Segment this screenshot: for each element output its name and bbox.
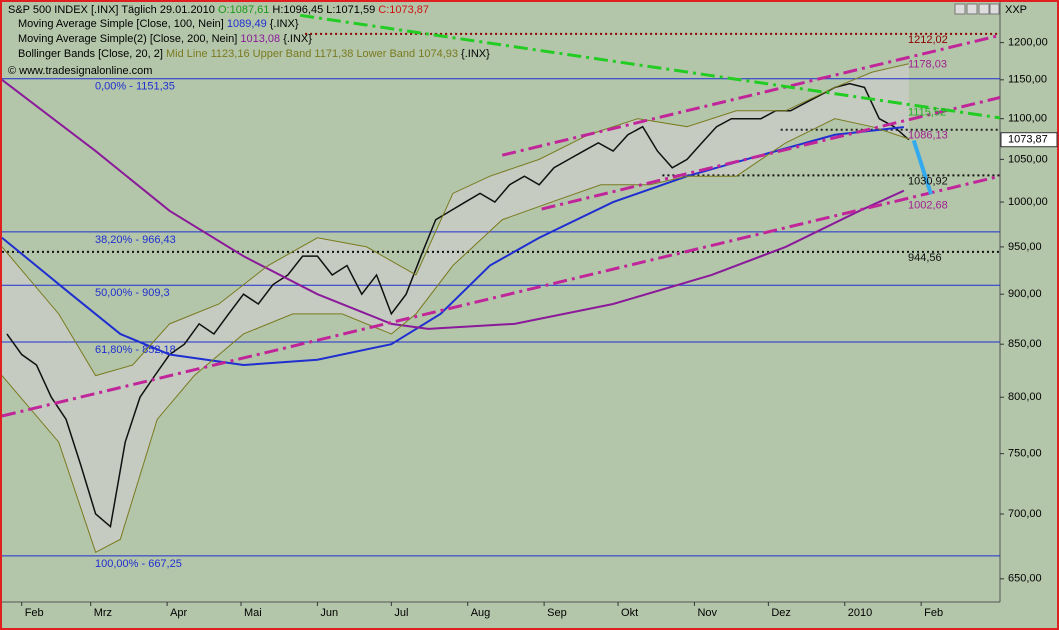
fib-label: 38,20% - 966,43	[95, 234, 176, 246]
symbol: S&P 500 INDEX [.INX]	[8, 4, 118, 16]
legend-value: 1074,93	[418, 48, 458, 60]
series-line	[1, 79, 905, 330]
button[interactable]	[954, 3, 966, 15]
trendline	[1, 174, 1001, 418]
legend-value: 1123,16	[211, 48, 250, 60]
series-line	[1, 118, 909, 554]
fib-label: 0,00% - 1151,35	[95, 81, 175, 93]
series-line	[1, 63, 909, 377]
y-tick-label: 1100,00	[1008, 113, 1047, 125]
legend-upper: Upper Band	[253, 48, 312, 60]
last-price-label: 1073,87	[1008, 134, 1048, 146]
x-tick-label: Feb	[924, 607, 943, 619]
y-tick-label: 1000,00	[1008, 196, 1048, 208]
y-tick-label: 1150,00	[1008, 74, 1047, 86]
price-label: 1115,52	[908, 106, 946, 118]
date: 29.01.2010	[160, 4, 215, 16]
x-tick-label: Nov	[697, 607, 717, 619]
trendline	[501, 33, 1001, 157]
x-tick-label: Sep	[547, 607, 567, 619]
high: H:1096,45	[272, 4, 323, 16]
legend-value: 1171,38	[314, 48, 353, 60]
low: L:1071,59	[326, 4, 375, 16]
legend-mid: Mid Line	[166, 48, 208, 60]
x-tick-label: Jul	[394, 607, 408, 619]
x-tick-label: Dez	[771, 607, 791, 619]
last-price-box	[1000, 132, 1058, 148]
fib-label: 61,80% - 852,18	[95, 344, 176, 356]
legend-suffix: {.INX}	[270, 18, 299, 30]
legend-name: Bollinger Bands [Close, 20, 2]	[18, 48, 163, 60]
legend-name: Moving Average Simple(2) [Close, 200, Ne…	[18, 33, 237, 45]
legend-line: Moving Average Simple(2) [Close, 200, Ne…	[18, 33, 312, 45]
copyright: © www.tradesignalonline.com	[8, 65, 152, 77]
y-tick-label: 650,00	[1008, 573, 1042, 585]
legend-value: 1089,49	[227, 18, 267, 30]
window-buttons	[954, 3, 1000, 15]
y-tick-label: 900,00	[1008, 288, 1042, 300]
trendline	[299, 13, 1001, 120]
plot: 650,00 700,00 750,00 800,00 850,00 900,00 950,…	[1, 13, 1058, 619]
x-tick-label: Apr	[170, 607, 187, 619]
button[interactable]	[978, 3, 990, 15]
x-tick-label: Okt	[621, 607, 638, 619]
y-tick-label: 800,00	[1008, 391, 1042, 403]
button[interactable]	[989, 3, 1000, 15]
legend-value: 1013,08	[240, 33, 280, 45]
price-label: 1086,13	[908, 130, 948, 142]
legend-suffix: {.INX}	[283, 33, 312, 45]
series-line	[6, 82, 910, 529]
button[interactable]	[966, 3, 978, 15]
x-tick-label: Aug	[471, 607, 491, 619]
x-tick-label: Jun	[320, 607, 338, 619]
legend-suffix: {.INX}	[461, 48, 490, 60]
price-label: 944,56	[908, 252, 942, 264]
price-label: 1178,03	[908, 59, 947, 71]
y-tick-label: 850,00	[1008, 338, 1042, 350]
legend-line: Moving Average Simple [Close, 100, Nein]…	[18, 18, 299, 30]
legend-line: Bollinger Bands [Close, 20, 2] Mid Line …	[18, 48, 490, 60]
price-label: 1030,92	[908, 175, 948, 187]
open: O:1087,61	[218, 4, 269, 16]
interval: Täglich	[121, 4, 156, 16]
overlay: S&P 500 INDEX [.INX] Täglich 29.01.2010 …	[8, 4, 490, 77]
price-label: 1212,02	[908, 34, 948, 46]
trendline	[911, 139, 933, 195]
price-label: 1002,68	[908, 200, 948, 212]
legend-lower: Lower Band	[356, 48, 415, 60]
fib-label: 100,00% - 667,25	[95, 558, 182, 570]
y-tick-label: 1200,00	[1008, 36, 1048, 48]
x-tick-label: Mrz	[94, 607, 112, 619]
x-tick-label: Mai	[244, 607, 262, 619]
y-tick-label: 1050,00	[1008, 153, 1048, 165]
legend-name: Moving Average Simple [Close, 100, Nein]	[18, 18, 224, 30]
y-tick-label: 750,00	[1008, 448, 1042, 460]
close: C:1073,87	[378, 4, 429, 16]
y-tick-label: 700,00	[1008, 508, 1042, 520]
fib-label: 50,00% - 909,3	[95, 287, 170, 299]
y-tick-label: 950,00	[1008, 241, 1042, 253]
corner-label: XXP	[1005, 4, 1027, 16]
x-tick-label: Feb	[25, 607, 44, 619]
trendline	[541, 96, 1001, 211]
header: S&P 500 INDEX [.INX] Täglich 29.01.2010 …	[8, 4, 429, 16]
x-tick-label: 2010	[848, 607, 872, 619]
